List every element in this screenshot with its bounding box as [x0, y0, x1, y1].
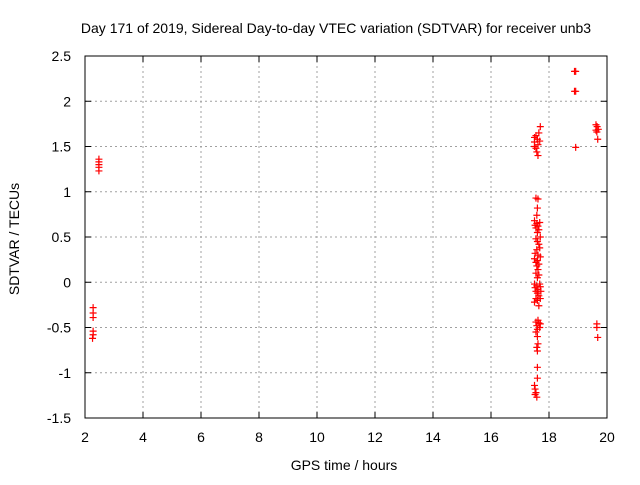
data-point: [535, 226, 543, 234]
data-point: [533, 211, 541, 219]
data-points: [89, 67, 602, 401]
y-tick-label: 0: [63, 274, 71, 290]
axis-ticks: 2 4 6 8 10 12 14 16 18 20 -1.5 -1 -0.5 0 0.5 1 1.5 2 2.5: [47, 48, 615, 445]
data-point: [533, 148, 541, 156]
y-tick-label: 1.5: [52, 139, 72, 155]
data-point: [572, 87, 580, 95]
data-point: [533, 257, 541, 265]
data-point: [533, 363, 541, 371]
data-point: [532, 328, 540, 336]
x-tick-label: 18: [541, 429, 557, 445]
data-point: [536, 219, 544, 227]
data-point: [532, 389, 540, 397]
y-tick-label: 1: [63, 184, 71, 200]
data-point: [534, 340, 542, 348]
data-point: [536, 123, 544, 131]
y-tick-label: 0.5: [52, 229, 72, 245]
data-point: [535, 129, 543, 137]
data-point: [89, 334, 97, 342]
chart-title: Day 171 of 2019, Sidereal Day-to-day VTE…: [81, 20, 591, 36]
y-tick-label: 2.5: [52, 48, 72, 64]
data-point: [536, 233, 544, 241]
data-point: [95, 155, 103, 163]
grid: [85, 56, 607, 418]
data-point: [533, 333, 541, 341]
data-point: [536, 295, 544, 303]
data-point: [536, 137, 544, 145]
data-point: [534, 222, 542, 230]
data-point: [533, 347, 541, 355]
x-tick-label: 2: [81, 429, 89, 445]
data-point: [572, 143, 580, 151]
data-point: [533, 374, 541, 382]
x-tick-label: 10: [309, 429, 325, 445]
data-point: [536, 244, 544, 252]
y-tick-label: 2: [63, 93, 71, 109]
data-point: [535, 271, 543, 279]
data-point: [534, 316, 542, 324]
y-tick-label: -0.5: [47, 320, 71, 336]
x-tick-label: 20: [599, 429, 615, 445]
y-tick-label: -1.5: [47, 410, 71, 426]
data-point: [592, 126, 600, 134]
data-point: [89, 314, 97, 322]
y-tick-label: -1: [59, 365, 72, 381]
data-point: [534, 152, 542, 160]
data-point: [594, 333, 602, 341]
data-point: [533, 204, 541, 212]
data-point: [535, 260, 543, 268]
data-point: [534, 141, 542, 149]
data-point: [536, 320, 544, 328]
data-point: [534, 195, 542, 203]
data-point: [536, 253, 544, 261]
data-point: [535, 302, 543, 310]
x-tick-label: 12: [367, 429, 383, 445]
data-point: [534, 266, 542, 274]
data-point: [535, 240, 543, 248]
data-point: [531, 298, 538, 306]
data-point: [593, 324, 601, 331]
data-point: [537, 287, 545, 295]
data-point: [532, 144, 540, 152]
x-tick-label: 14: [425, 429, 441, 445]
data-point: [594, 135, 602, 143]
x-axis-label: GPS time / hours: [291, 457, 398, 473]
y-axis-label: SDTVAR / TECUs: [6, 183, 22, 295]
data-point: [531, 390, 539, 398]
x-tick-label: 8: [255, 429, 263, 445]
data-point: [572, 67, 580, 75]
x-tick-label: 6: [197, 429, 205, 445]
x-tick-label: 4: [139, 429, 147, 445]
x-tick-label: 16: [483, 429, 499, 445]
